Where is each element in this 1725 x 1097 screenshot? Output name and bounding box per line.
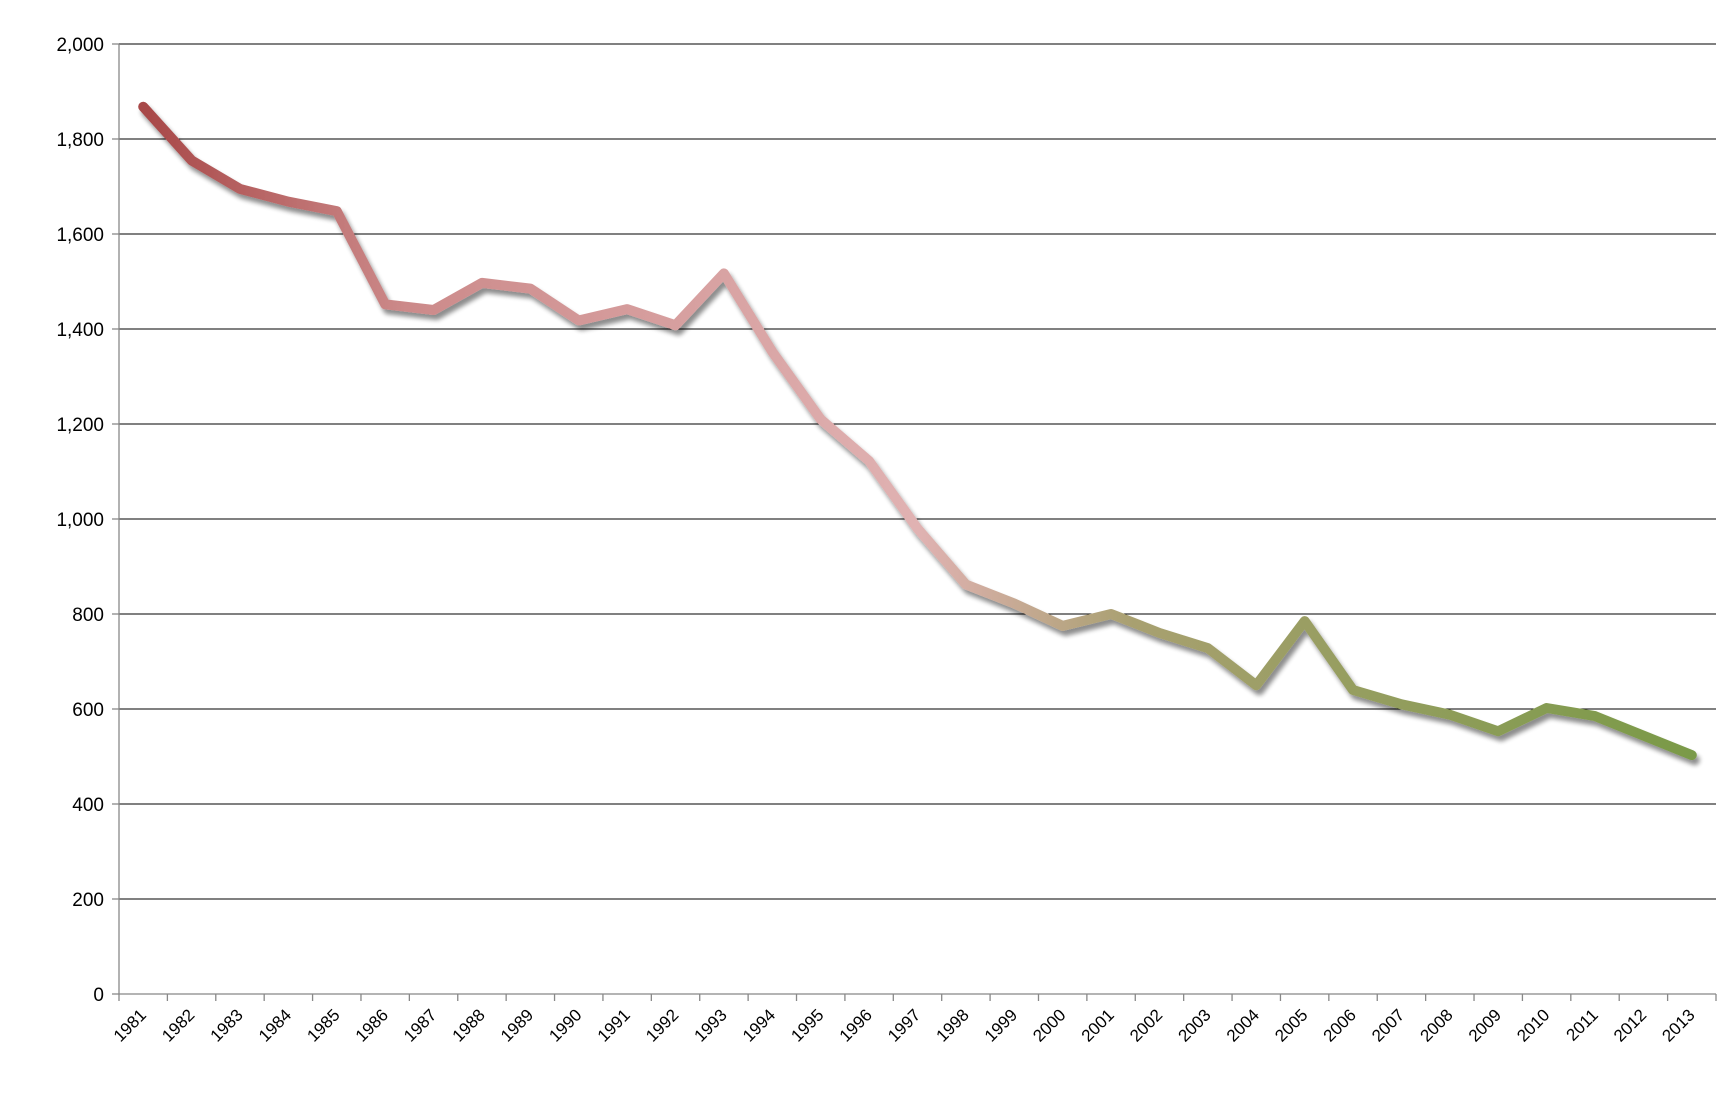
x-axis-tick-labels: 1981 1982 1983 1984 1985 1986 1987 1988 1989 1990…: [110, 1005, 1699, 1045]
x-tick-label: 2013: [1658, 1005, 1698, 1045]
x-tick-label: 2010: [1513, 1005, 1553, 1045]
x-tick-label: 2008: [1416, 1005, 1456, 1045]
x-tick-label: 2009: [1465, 1005, 1505, 1045]
x-tick-label: 2003: [1175, 1005, 1215, 1045]
x-tick-label: 2005: [1271, 1005, 1311, 1045]
x-tick-label: 1986: [352, 1005, 392, 1045]
y-tick-label: 1,600: [56, 225, 104, 246]
x-tick-label: 1981: [110, 1005, 150, 1045]
series-line: [138, 101, 1697, 761]
gridlines: [119, 43, 1716, 900]
x-tick-label: 2006: [1320, 1005, 1360, 1045]
x-tick-label: 1997: [884, 1005, 924, 1045]
x-tick-label: 1985: [303, 1005, 343, 1045]
y-tick-label: 800: [72, 605, 104, 626]
x-tick-label: 1996: [836, 1005, 876, 1045]
y-tick-label: 1,200: [56, 415, 104, 436]
x-tick-label: 2001: [1078, 1005, 1118, 1045]
y-tick-label: 400: [72, 795, 104, 816]
x-tick-label: 1994: [739, 1005, 779, 1045]
x-tick-label: 1988: [449, 1005, 489, 1045]
x-tick-label: 1987: [400, 1005, 440, 1045]
x-tick-label: 2000: [1029, 1005, 1069, 1045]
y-tick-label: 200: [72, 890, 104, 911]
y-tick-label: 1,400: [56, 320, 104, 341]
x-tick-label: 1989: [497, 1005, 537, 1045]
y-tick-label: 1,800: [56, 130, 104, 151]
x-tick-label: 2002: [1126, 1005, 1166, 1045]
x-tick-label: 1984: [255, 1005, 295, 1045]
y-axis-tick-labels: 0 200 400 600 800 1,000 1,200 1,400 1,600 1,800 2,…: [56, 35, 104, 1006]
x-tick-label: 2007: [1368, 1005, 1408, 1045]
y-tick-label: 2,000: [56, 35, 104, 56]
x-tick-label: 1983: [207, 1005, 247, 1045]
x-tick-label: 1982: [158, 1005, 198, 1045]
x-tick-label: 1991: [594, 1005, 634, 1045]
x-tick-label: 1992: [642, 1005, 682, 1045]
x-tick-label: 2004: [1223, 1005, 1263, 1045]
axes: [112, 43, 1717, 1001]
x-tick-label: 1999: [981, 1005, 1021, 1045]
x-tick-label: 2012: [1610, 1005, 1650, 1045]
x-tick-label: 1990: [545, 1005, 585, 1045]
x-tick-label: 2011: [1563, 1005, 1602, 1044]
y-tick-label: 0: [93, 985, 104, 1006]
x-tick-label: 1993: [691, 1005, 731, 1045]
series-group: [138, 101, 1697, 761]
y-tick-label: 1,000: [56, 510, 104, 531]
x-tick-label: 1998: [933, 1005, 973, 1045]
y-tick-label: 600: [72, 700, 104, 721]
x-tick-label: 1995: [787, 1005, 827, 1045]
